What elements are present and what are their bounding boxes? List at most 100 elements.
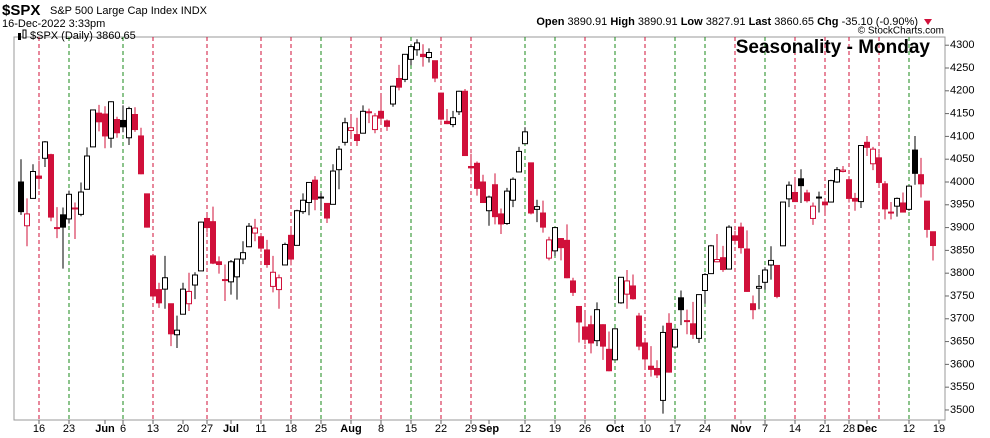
candle-body [522, 131, 528, 145]
candle-body [660, 331, 666, 401]
candle-body [834, 169, 840, 183]
y-tick-label: 3500 [950, 404, 974, 416]
candle-body [102, 113, 108, 137]
candle-body [588, 324, 594, 344]
candle-body [624, 280, 630, 295]
x-tick-label: Jun [95, 423, 115, 435]
candle-body [918, 174, 924, 185]
candle-body [786, 184, 792, 200]
candle-body [462, 90, 468, 157]
candle-body [426, 52, 432, 59]
quote: Open 3890.91 High 3890.91 Low 3827.91 La… [536, 16, 918, 28]
candle-body [390, 85, 396, 105]
candle-body [48, 154, 54, 218]
candle-body [756, 285, 762, 289]
candle-body [216, 261, 222, 266]
y-tick-label: 3900 [950, 221, 974, 233]
quote-value: 3860.65 [774, 16, 814, 28]
candle-body [144, 193, 150, 228]
candle-body [174, 329, 180, 336]
candle-body [132, 114, 138, 131]
x-tick-label: 29 [465, 423, 477, 435]
candle-body [78, 191, 84, 215]
candle-body [234, 258, 240, 278]
x-tick-label: 18 [285, 423, 297, 435]
candle-body [252, 227, 258, 234]
candle-body [330, 170, 336, 205]
candle-body [606, 348, 612, 372]
candle-body [138, 135, 144, 175]
candle-body [690, 323, 696, 335]
candle-body [744, 248, 750, 292]
candle-body [270, 271, 276, 287]
quote-label: Open [536, 16, 564, 28]
quote-label: High [610, 16, 635, 28]
candle-body [324, 202, 330, 219]
legend-value: 3860.65 [96, 30, 136, 42]
quote-value: 3890.91 [568, 16, 608, 28]
x-tick-label: 12 [519, 423, 531, 435]
candle-body [684, 320, 690, 323]
candle-body [240, 252, 246, 260]
candle-body [654, 367, 660, 376]
candle-body [366, 111, 372, 114]
candle-body [36, 175, 42, 179]
candle-body [780, 201, 786, 247]
candle-body [162, 277, 168, 290]
quote-label: Low [681, 16, 703, 28]
candle-body [222, 279, 228, 282]
candle-body [696, 294, 702, 339]
candle-body [438, 92, 444, 120]
candle-body [774, 264, 780, 297]
candle-body [198, 221, 204, 272]
candle-body [444, 120, 450, 125]
candle-body [858, 145, 864, 203]
candle-body [414, 42, 420, 51]
candle-body [534, 206, 540, 210]
candle-body [120, 119, 126, 128]
candle-body [360, 110, 366, 134]
candle-body [882, 183, 888, 210]
x-tick-label: 25 [315, 423, 327, 435]
candle-body [264, 249, 270, 266]
plot-frame [13, 36, 946, 421]
candle-body [150, 255, 156, 297]
candle-body [468, 165, 474, 169]
candle-body [42, 141, 48, 159]
watermark: © StockCharts.com [858, 26, 944, 37]
candle-body [498, 213, 504, 225]
candle-body [516, 150, 522, 173]
legend-name: $SPX (Daily) [30, 30, 93, 42]
candle-body [378, 110, 384, 119]
candle-body [564, 239, 570, 279]
candle-body [96, 112, 102, 123]
x-tick-label: Nov [731, 423, 753, 435]
candle-body [210, 221, 216, 264]
candles [18, 39, 936, 414]
candle-body [420, 53, 426, 58]
candle-body [762, 269, 768, 283]
candle-body [804, 192, 810, 202]
quote-value: 3890.91 [638, 16, 678, 28]
y-tick-label: 3550 [950, 381, 974, 393]
x-tick-label: 6 [120, 423, 126, 435]
x-tick-label: 19 [549, 423, 561, 435]
x-tick-label: 22 [435, 423, 447, 435]
candle-body [108, 101, 114, 139]
x-tick-label: 10 [639, 423, 651, 435]
candle-body [540, 212, 546, 228]
candle-body [480, 181, 486, 204]
quote-value: 3827.91 [706, 16, 746, 28]
candle-body [432, 60, 438, 79]
candle-body [396, 77, 402, 88]
candle-body [348, 127, 354, 131]
candle-body [342, 122, 348, 143]
candle-body [888, 211, 894, 214]
candle-body [738, 226, 744, 249]
x-tick-label: 13 [147, 423, 159, 435]
candle-body [486, 196, 492, 212]
x-tick-label: 11 [255, 423, 266, 435]
candle-body [636, 315, 642, 347]
x-tick-label: 17 [669, 423, 681, 435]
candle-body [384, 120, 390, 127]
